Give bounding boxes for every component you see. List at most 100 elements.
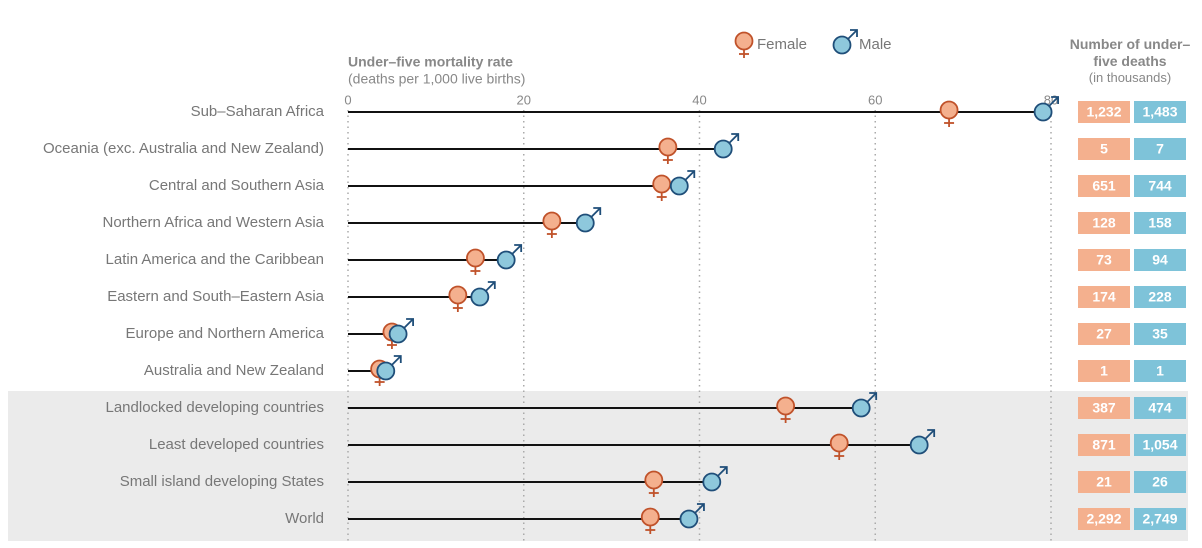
- female-circle: [658, 137, 678, 157]
- male-circle: [376, 361, 396, 381]
- deaths-label: 1: [1100, 363, 1108, 379]
- x-tick-label: 60: [868, 92, 882, 107]
- male-circle: [679, 509, 699, 529]
- category-label: Latin America and the Caribbean: [106, 251, 324, 268]
- male-marker: [851, 392, 878, 418]
- axis-subtitle: (deaths per 1,000 live births): [348, 71, 525, 87]
- deaths-cell: [1078, 471, 1130, 493]
- deaths-cell: [1134, 471, 1186, 493]
- deaths-header: Number of under–five deaths (in thousand…: [1066, 36, 1194, 86]
- deaths-cell: [1134, 360, 1186, 382]
- female-marker: [658, 137, 678, 164]
- female-marker: [644, 470, 664, 497]
- male-arrow-head: [406, 318, 414, 326]
- male-marker: [575, 207, 602, 233]
- deaths-subtitle: (in thousands): [1088, 70, 1172, 85]
- female-marker: [776, 396, 796, 423]
- male-marker: [669, 170, 696, 196]
- male-marker: [376, 355, 402, 381]
- deaths-cell: [1078, 286, 1130, 308]
- male-circle: [851, 398, 871, 418]
- deaths-cell: [1134, 434, 1186, 456]
- male-circle: [1033, 102, 1053, 122]
- deaths-label: 387: [1092, 400, 1116, 416]
- deaths-cell: [1078, 508, 1130, 530]
- male-marker: [388, 318, 414, 344]
- x-tick-label: 40: [692, 92, 706, 107]
- x-tick-label: 0: [344, 92, 351, 107]
- female-marker: [939, 100, 959, 127]
- male-arrow: [866, 392, 877, 403]
- deaths-cell: [1134, 138, 1186, 160]
- male-arrow: [511, 244, 522, 255]
- female-circle: [776, 396, 796, 416]
- female-circle: [466, 248, 485, 268]
- male-arrow-head: [731, 133, 740, 141]
- male-arrow-head: [927, 429, 936, 437]
- female-marker: [448, 285, 468, 312]
- male-arrow: [728, 133, 739, 144]
- deaths-label: 474: [1148, 400, 1172, 416]
- male-circle: [388, 324, 408, 344]
- legend-label: Male: [859, 36, 892, 53]
- deaths-label: 228: [1148, 289, 1172, 305]
- deaths-label: 744: [1148, 178, 1172, 194]
- male-arrow-head: [719, 466, 728, 474]
- legend-label: Female: [757, 36, 807, 53]
- male-circle: [669, 176, 689, 196]
- female-circle: [640, 507, 660, 527]
- female-circle: [652, 174, 672, 194]
- female-marker: [466, 248, 485, 275]
- female-circle: [448, 285, 468, 305]
- female-marker: [829, 433, 849, 460]
- male-arrow: [924, 429, 935, 440]
- deaths-label: 73: [1096, 252, 1112, 268]
- deaths-label: 7: [1156, 141, 1164, 157]
- category-label: World: [285, 510, 324, 527]
- male-arrow: [485, 281, 496, 292]
- deaths-label: 1,054: [1142, 437, 1177, 453]
- male-circle: [702, 472, 722, 492]
- female-marker: [652, 174, 672, 201]
- male-arrow: [590, 207, 601, 218]
- deaths-label: 94: [1152, 252, 1168, 268]
- category-label: Europe and Northern America: [126, 325, 325, 342]
- deaths-label: 21: [1096, 474, 1112, 490]
- category-label: Eastern and South–Eastern Asia: [107, 288, 324, 305]
- female-marker: [640, 507, 660, 534]
- male-arrow: [684, 170, 695, 181]
- male-marker: [713, 133, 740, 159]
- deaths-label: 158: [1148, 215, 1172, 231]
- male-circle: [909, 435, 929, 455]
- male-circle: [832, 35, 852, 55]
- deaths-cell: [1134, 175, 1186, 197]
- deaths-label: 26: [1152, 474, 1168, 490]
- male-arrow: [391, 355, 402, 366]
- legend-symbol: [734, 31, 754, 58]
- deaths-label: 871: [1092, 437, 1116, 453]
- deaths-label: 35: [1152, 326, 1168, 342]
- deaths-label: 1,232: [1086, 104, 1121, 120]
- female-marker: [542, 211, 562, 238]
- male-arrow-head: [687, 170, 696, 178]
- deaths-cell: [1078, 175, 1130, 197]
- male-arrow-head: [593, 207, 602, 215]
- deaths-label: 651: [1092, 178, 1116, 194]
- male-arrow: [403, 318, 414, 329]
- deaths-title: Number of under–five deaths: [1069, 36, 1191, 69]
- group-shade: [8, 391, 1188, 541]
- male-marker: [679, 503, 705, 529]
- female-circle: [734, 31, 754, 51]
- category-label: Sub–Saharan Africa: [191, 103, 325, 120]
- male-arrow: [847, 29, 858, 40]
- deaths-label: 27: [1096, 326, 1112, 342]
- deaths-cell: [1078, 360, 1130, 382]
- category-label: Small island developing States: [120, 473, 324, 490]
- male-marker: [1033, 96, 1059, 122]
- male-circle: [470, 287, 490, 307]
- male-circle: [575, 213, 595, 233]
- male-arrow-head: [487, 281, 496, 289]
- male-marker: [496, 244, 523, 270]
- female-circle: [542, 211, 562, 231]
